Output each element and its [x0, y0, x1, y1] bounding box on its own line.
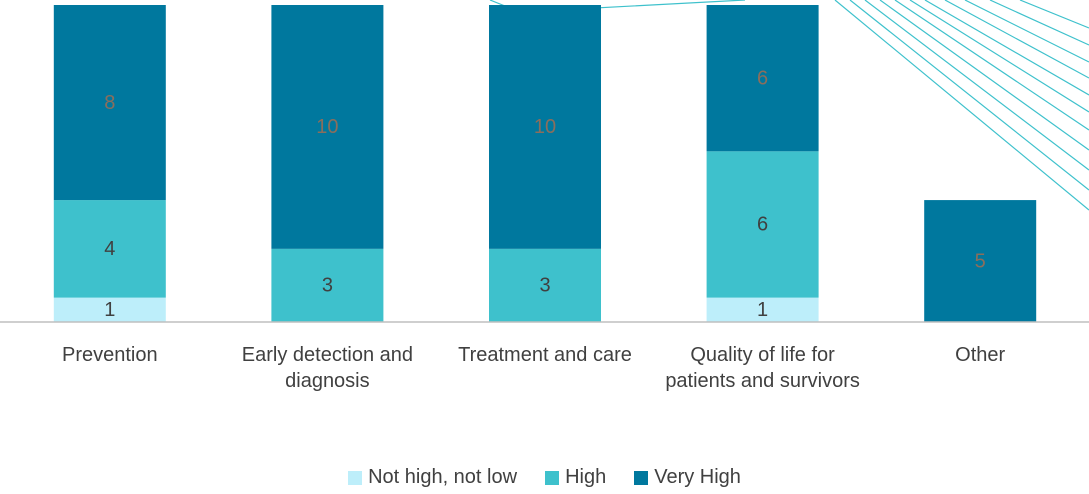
value-label: 10 [534, 116, 556, 138]
deco-line [925, 0, 1089, 95]
value-label: 5 [975, 250, 986, 272]
chart: 1 4 8 3 10 3 10 1 6 6 5 Not high, not low High Very … [0, 0, 1089, 494]
deco-line [865, 0, 1089, 170]
value-label: 10 [316, 116, 338, 138]
x-tick-label: Treatment and care [442, 342, 648, 368]
value-label: 3 [539, 275, 550, 297]
legend-swatch [634, 471, 648, 485]
deco-line [880, 0, 1089, 150]
x-tick-label: Early detection and diagnosis [224, 342, 430, 394]
legend-item: High [545, 466, 606, 489]
deco-line [1020, 0, 1089, 28]
value-label: 8 [104, 92, 115, 114]
legend-item: Very High [634, 466, 741, 489]
legend: Not high, not low High Very High [0, 466, 1089, 489]
legend-swatch [545, 471, 559, 485]
value-label: 1 [104, 299, 115, 321]
legend-label: Very High [654, 466, 741, 489]
plot: 1 4 8 3 10 3 10 1 6 6 5 [0, 0, 1089, 494]
x-tick-label: Prevention [7, 342, 213, 368]
value-label: 6 [757, 214, 768, 236]
value-label: 3 [322, 275, 333, 297]
legend-swatch [348, 471, 362, 485]
x-tick-label: Quality of life for patients and survivo… [660, 342, 866, 394]
value-label: 4 [104, 238, 115, 260]
legend-label: High [565, 466, 606, 489]
deco-line [965, 0, 1089, 62]
value-label: 6 [757, 67, 768, 89]
x-tick-label: Other [877, 342, 1083, 368]
value-label: 1 [757, 299, 768, 321]
legend-item: Not high, not low [348, 466, 517, 489]
legend-label: Not high, not low [368, 466, 517, 489]
deco-line [895, 0, 1089, 130]
